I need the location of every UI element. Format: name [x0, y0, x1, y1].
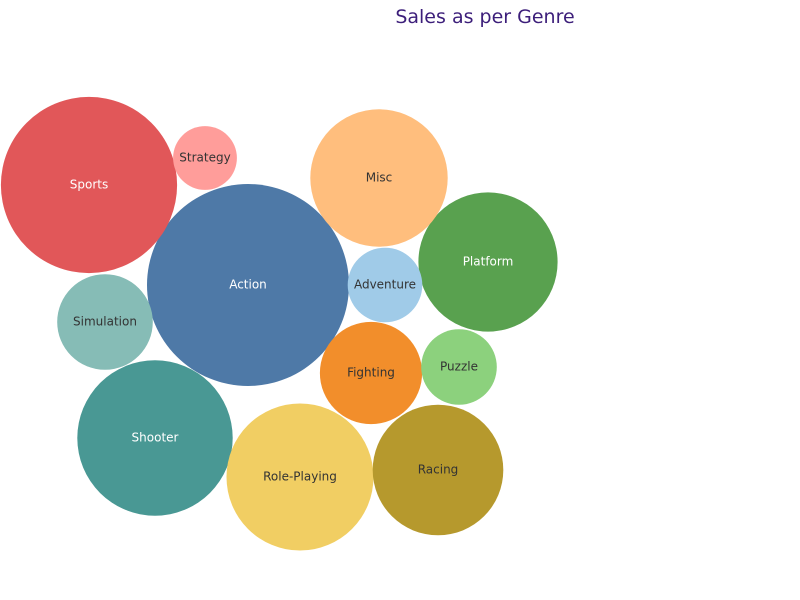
bubble-group-platform[interactable]: Platform	[418, 192, 558, 332]
bubble-group-fighting[interactable]: Fighting	[319, 321, 423, 425]
bubble-puzzle[interactable]	[421, 329, 497, 405]
bubble-group-simulation[interactable]: Simulation	[57, 274, 153, 370]
bubble-group-role-playing[interactable]: Role-Playing	[226, 403, 374, 551]
bubble-group-puzzle[interactable]: Puzzle	[421, 329, 497, 405]
bubble-misc[interactable]	[310, 109, 448, 247]
bubble-simulation[interactable]	[57, 274, 153, 370]
bubble-platform[interactable]	[418, 192, 558, 332]
bubble-adventure[interactable]	[347, 247, 423, 323]
bubble-group-shooter[interactable]: Shooter	[77, 360, 233, 516]
bubble-strategy[interactable]	[173, 126, 237, 190]
bubble-group-racing[interactable]: Racing	[372, 404, 504, 536]
bubble-fighting[interactable]	[319, 321, 423, 425]
bubble-group-misc[interactable]: Misc	[310, 109, 448, 247]
bubble-role-playing[interactable]	[226, 403, 374, 551]
chart-title: Sales as per Genre	[395, 6, 575, 28]
bubble-group-action[interactable]: Action	[147, 184, 349, 386]
bubble-shooter[interactable]	[77, 360, 233, 516]
bubble-sports[interactable]	[0, 96, 178, 274]
bubble-group-strategy[interactable]: Strategy	[173, 126, 237, 190]
bubble-racing[interactable]	[372, 404, 504, 536]
bubble-action[interactable]	[147, 184, 349, 386]
bubble-group-adventure[interactable]: Adventure	[347, 247, 423, 323]
bubble-group-sports[interactable]: Sports	[0, 96, 178, 274]
